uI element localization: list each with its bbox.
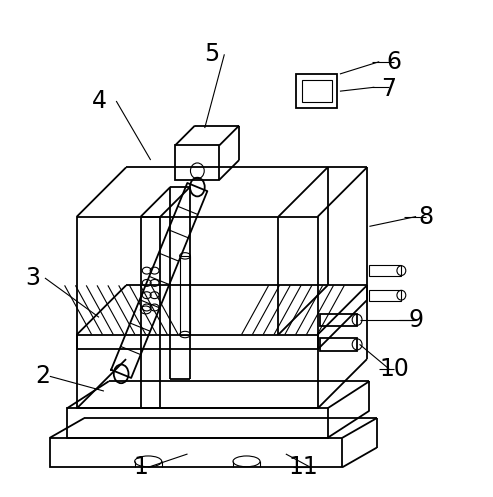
Bar: [141, 217, 160, 408]
Bar: [77, 217, 318, 408]
Text: 11: 11: [288, 455, 318, 479]
Bar: [320, 314, 357, 326]
Bar: [369, 265, 401, 276]
Bar: [50, 438, 342, 467]
Bar: [369, 290, 401, 301]
Bar: [302, 80, 332, 102]
Text: 6: 6: [387, 50, 401, 74]
Bar: [296, 74, 337, 108]
Text: 7: 7: [382, 77, 396, 101]
Bar: [67, 408, 328, 438]
Bar: [175, 145, 219, 180]
Text: 10: 10: [379, 357, 409, 381]
Text: 5: 5: [205, 42, 220, 66]
Text: 3: 3: [25, 266, 40, 290]
Text: 4: 4: [92, 89, 106, 113]
Bar: [77, 334, 318, 349]
Text: 2: 2: [35, 364, 50, 388]
Bar: [320, 338, 357, 350]
Bar: [179, 256, 190, 334]
Text: 8: 8: [419, 205, 433, 229]
Text: 9: 9: [409, 308, 423, 332]
Text: 1: 1: [134, 455, 148, 479]
